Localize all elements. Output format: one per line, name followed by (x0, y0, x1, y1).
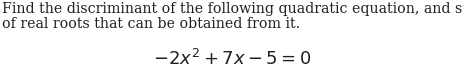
Text: of real roots that can be obtained from it.: of real roots that can be obtained from … (2, 17, 300, 31)
Text: $-2x^2 + 7x - 5 = 0$: $-2x^2 + 7x - 5 = 0$ (152, 49, 311, 69)
Text: Find the discriminant of the following quadratic equation, and state the number: Find the discriminant of the following q… (2, 2, 463, 16)
